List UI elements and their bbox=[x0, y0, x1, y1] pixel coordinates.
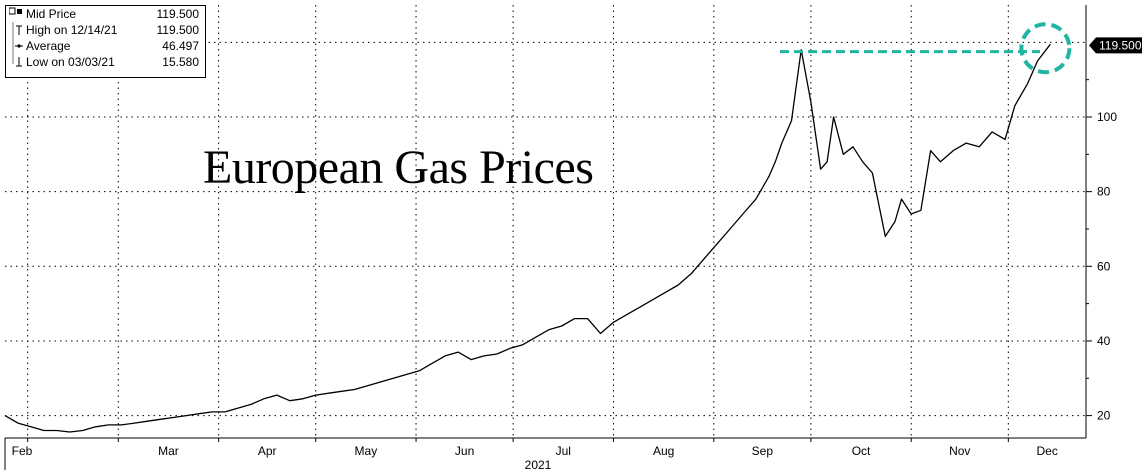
x-tick-label: Feb bbox=[12, 444, 33, 458]
legend-item-mid-price: Mid Price 119.500 bbox=[6, 6, 205, 22]
low-marker-icon bbox=[9, 54, 23, 70]
legend-item-low: Low on 03/03/21 15.580 bbox=[6, 54, 205, 70]
legend-value: 46.497 bbox=[162, 39, 199, 53]
x-tick-label: Sep bbox=[752, 444, 774, 458]
x-tick-label: Dec bbox=[1036, 444, 1057, 458]
legend-label: High on 12/14/21 bbox=[26, 23, 118, 37]
x-tick-label: Jun bbox=[455, 444, 474, 458]
highlight-layer bbox=[780, 22, 1072, 75]
series-layer bbox=[4, 43, 1051, 433]
legend-label: Average bbox=[26, 39, 71, 53]
legend-value: 15.580 bbox=[162, 55, 199, 69]
legend: Mid Price 119.500 High on 12/14/21 119.5… bbox=[5, 5, 206, 78]
legend-value: 119.500 bbox=[156, 23, 200, 37]
y-tick-label: 60 bbox=[1097, 259, 1111, 273]
price-line bbox=[4, 43, 1051, 433]
high-marker-icon bbox=[9, 22, 23, 38]
legend-label: Low on 03/03/21 bbox=[26, 55, 115, 69]
last-price-value: 119.500 bbox=[1099, 38, 1142, 52]
y-tick-label: 100 bbox=[1097, 110, 1117, 124]
tick-labels: 20 40 60 80 100 Feb Mar Apr May Jun Jul Aug Sep Oct No… bbox=[12, 37, 1142, 472]
high-highlight-circle bbox=[1019, 22, 1072, 75]
x-axis-label: 2021 bbox=[525, 458, 552, 472]
last-price-tag-bg bbox=[1089, 37, 1142, 54]
y-tick-label: 40 bbox=[1097, 334, 1111, 348]
x-tick-label: Jul bbox=[556, 444, 571, 458]
legend-label: Mid Price bbox=[26, 7, 77, 21]
x-tick-label: Aug bbox=[653, 444, 674, 458]
y-tick-label: 20 bbox=[1097, 409, 1111, 423]
legend-item-high: High on 12/14/21 119.500 bbox=[6, 22, 205, 38]
y-tick-label: 80 bbox=[1097, 185, 1111, 199]
x-tick-label: Mar bbox=[158, 444, 179, 458]
x-tick-label: Nov bbox=[949, 444, 970, 458]
axes bbox=[4, 5, 1092, 470]
square-marker-icon bbox=[8, 6, 23, 22]
x-tick-label: Oct bbox=[852, 444, 871, 458]
chart-title: European Gas Prices bbox=[203, 141, 594, 194]
average-marker-icon bbox=[9, 38, 23, 54]
legend-item-average: Average 46.497 bbox=[6, 38, 205, 54]
x-tick-label: May bbox=[355, 444, 378, 458]
x-tick-label: Apr bbox=[258, 444, 277, 458]
legend-value: 119.500 bbox=[156, 7, 200, 21]
last-price-tag: 119.500 bbox=[1089, 37, 1142, 54]
